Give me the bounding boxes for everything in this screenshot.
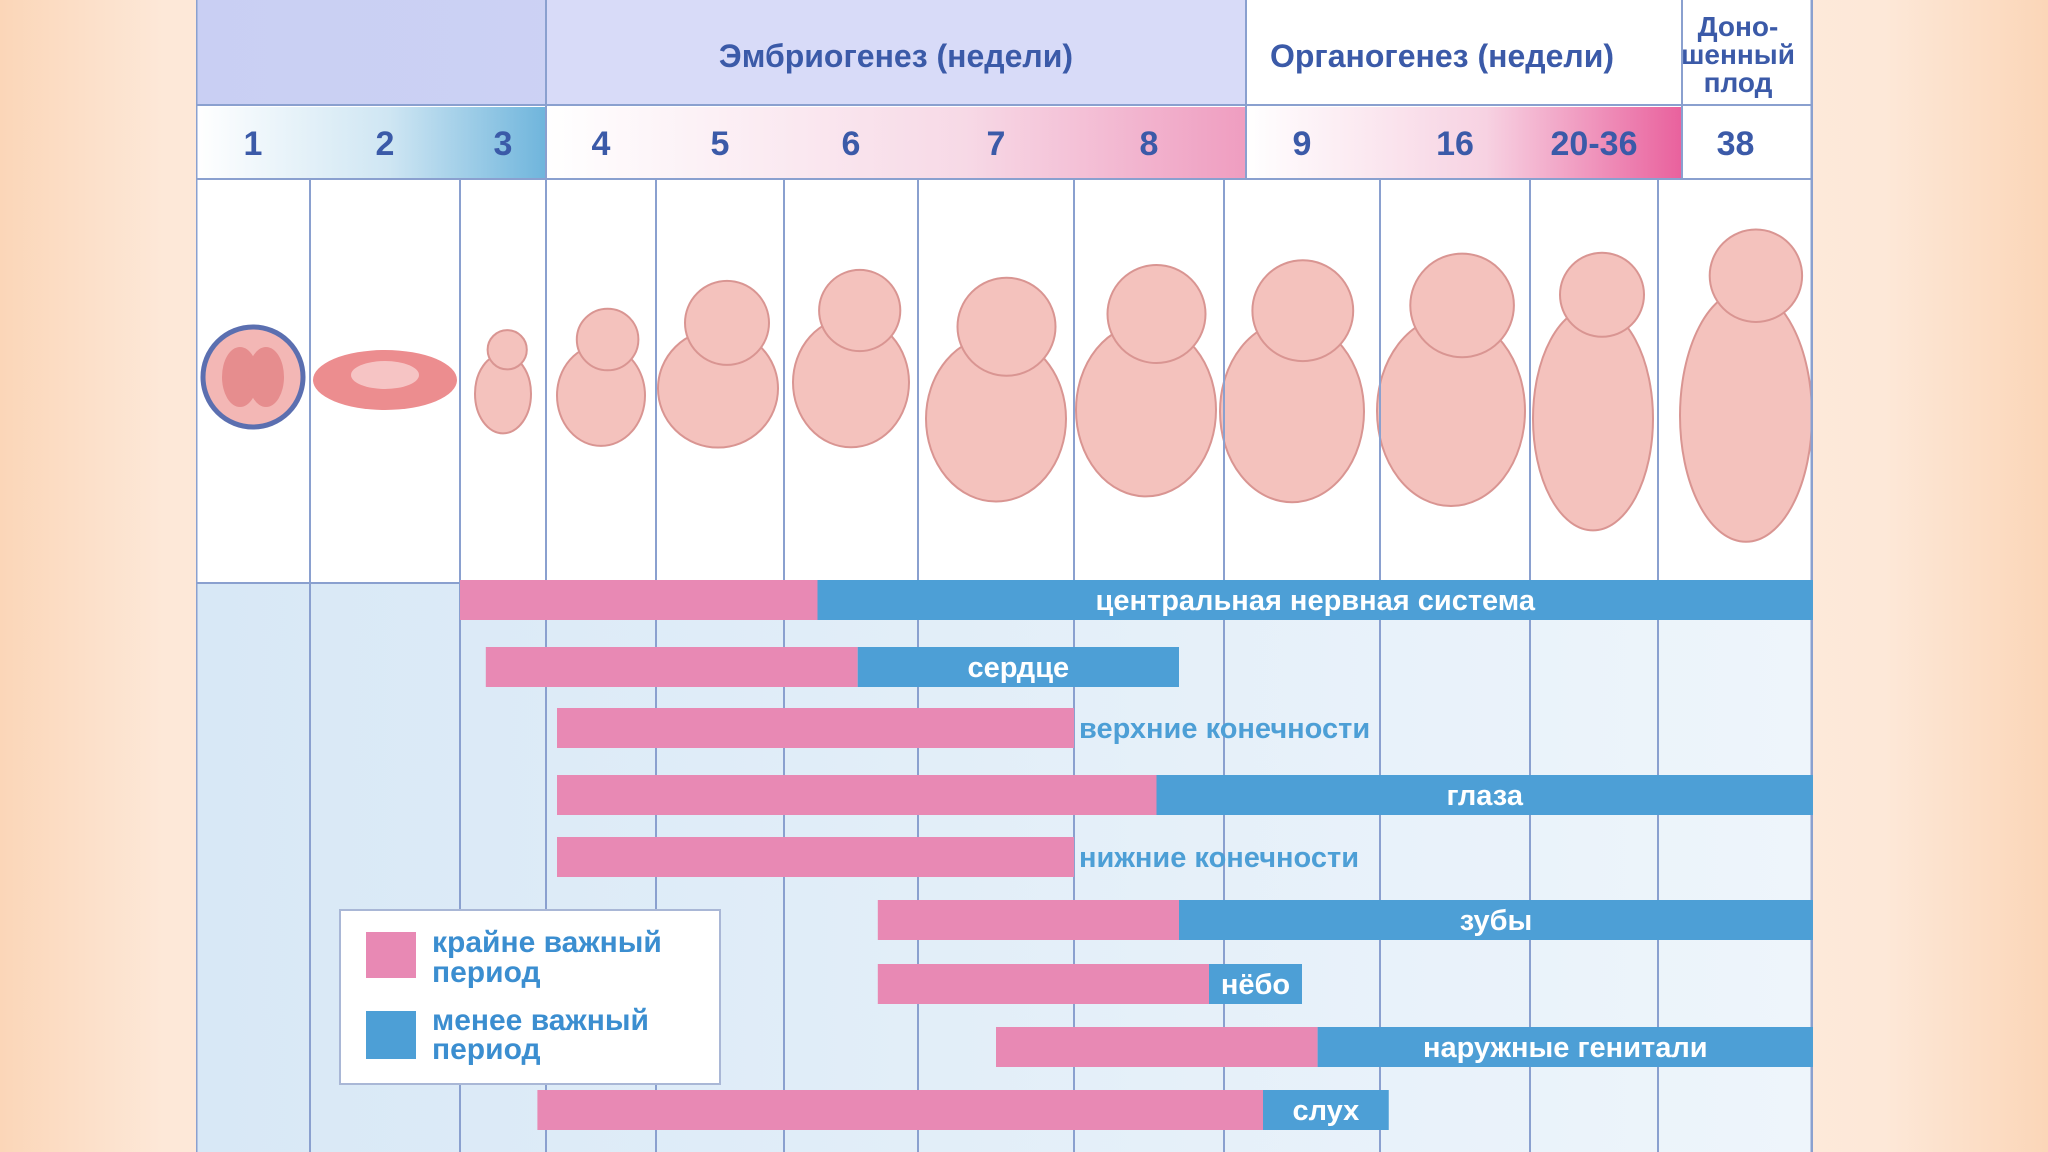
- embryo-body-12: [1679, 288, 1813, 543]
- week-row-bg-3: [1246, 107, 1682, 178]
- embryonic-disc-center: [351, 361, 419, 389]
- bar-critical-5: [557, 837, 1074, 877]
- bar-label-6: зубы: [1460, 905, 1533, 937]
- week-label-4: 4: [592, 125, 611, 163]
- bar-label-9: слух: [1292, 1095, 1359, 1127]
- bar-less-critical-1: [817, 580, 1813, 620]
- embryo-head-12: [1708, 228, 1804, 323]
- legend-critical-line-1: крайне важный: [432, 926, 662, 959]
- bar-label-1: центральная нервная система: [1096, 585, 1536, 617]
- week-label-7: 7: [987, 125, 1006, 163]
- week-label-2: 2: [376, 125, 395, 163]
- zygote-cell-right: [248, 347, 284, 407]
- teratogenic-timeline-chart: Эмбриогенез (недели) Органогенез (недели…: [196, 0, 1813, 1152]
- bar-less-critical-7: [1209, 964, 1302, 1004]
- header-fullterm-line-2: шенный: [1681, 39, 1795, 70]
- bar-label-4: глаза: [1447, 780, 1524, 812]
- embryo-head-4: [575, 307, 640, 372]
- week-row-bg-1: [196, 107, 546, 178]
- week-label-8: 8: [1140, 125, 1159, 163]
- week-label-5: 5: [711, 125, 730, 163]
- week-label-1: 1: [244, 125, 263, 163]
- legend-less-critical-swatch: [366, 1011, 416, 1059]
- header-organogenesis-cell: [1246, 0, 1682, 105]
- week-label-6: 6: [842, 125, 861, 163]
- legend: крайне важный период менее важный период: [339, 909, 721, 1085]
- bar-critical-4: [557, 775, 1157, 815]
- bar-label-7: нёбо: [1221, 969, 1290, 1001]
- legend-critical-line-2: период: [432, 956, 541, 989]
- bar-critical-8: [996, 1027, 1318, 1067]
- header-embryogenesis: Эмбриогенез (недели): [719, 38, 1073, 74]
- embryo-head-3: [486, 329, 528, 371]
- bar-critical-6: [877, 900, 1179, 940]
- header-fullterm-cell: [1682, 0, 1813, 105]
- embryo-head-11: [1559, 251, 1645, 338]
- embryo-head-6: [818, 268, 902, 353]
- legend-less-critical-line-2: период: [432, 1033, 541, 1066]
- bar-critical-1: [460, 580, 818, 620]
- bar-label-2: сердце: [968, 652, 1070, 684]
- bar-less-critical-6: [1179, 900, 1813, 940]
- zygote-cell-left: [222, 347, 258, 407]
- bar-label-3: верхние конечности: [1079, 713, 1370, 745]
- header-fullterm-line-3: плод: [1704, 67, 1773, 98]
- bar-critical-7: [877, 964, 1209, 1004]
- bar-critical-3: [557, 708, 1074, 748]
- bar-critical-9: [537, 1090, 1263, 1130]
- week-labels: 1 2 3 4 5 6 7 8 9 16 20-36 38: [244, 125, 1755, 163]
- bar-critical-2: [485, 647, 858, 687]
- week-label-3: 3: [494, 125, 513, 163]
- embryo-head-8: [1106, 264, 1207, 364]
- legend-critical-swatch: [366, 932, 416, 978]
- week-label-9: 9: [1293, 125, 1312, 163]
- organ-bars: центральная нервная система сердце верхние…: [460, 580, 1813, 1130]
- week-row-bg-2: [546, 107, 1246, 178]
- week-label-12: 38: [1717, 125, 1755, 163]
- embryo-illustrations: [200, 228, 1813, 543]
- header-fullterm-line-1: Доно-: [1698, 11, 1779, 42]
- embryo-head-10: [1409, 252, 1515, 359]
- bar-less-critical-8: [1317, 1027, 1813, 1067]
- embryo-head-7: [956, 276, 1057, 377]
- embryo-head-5: [684, 279, 770, 366]
- chart-canvas: Эмбриогенез (недели) Органогенез (недели…: [196, 0, 1813, 1152]
- week-label-10: 16: [1436, 125, 1474, 163]
- bar-label-5: нижние конечности: [1079, 842, 1359, 874]
- week-row-bg-4: [1682, 107, 1813, 178]
- bar-label-8: наружные генитали: [1423, 1032, 1708, 1064]
- bar-less-critical-9: [1263, 1090, 1389, 1130]
- legend-less-critical-line-1: менее важный: [432, 1004, 649, 1037]
- week-label-11: 20-36: [1551, 125, 1638, 163]
- embryo-head-9: [1251, 259, 1355, 363]
- header-organogenesis: Органогенез (недели): [1270, 38, 1614, 74]
- bar-less-critical-2: [857, 647, 1179, 687]
- embryo-body-11: [1532, 306, 1654, 532]
- header-embryogenesis-cell: [546, 0, 1246, 105]
- bar-less-critical-4: [1156, 775, 1813, 815]
